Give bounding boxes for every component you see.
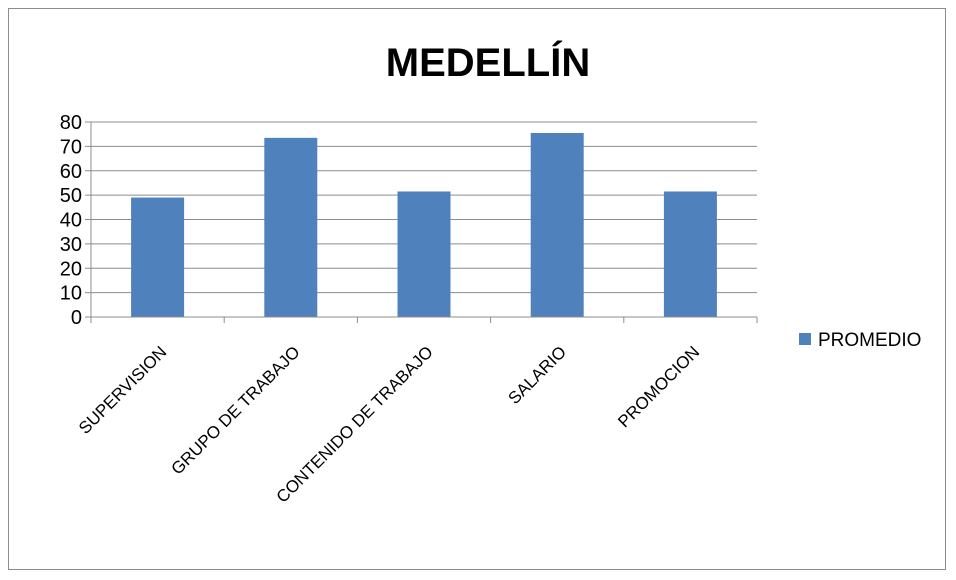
x-category-label: CONTENIDO DE TRABAJO [273,342,437,506]
legend-swatch [799,333,811,345]
legend: PROMEDIO [799,330,921,351]
bar [131,197,185,317]
y-tick-label: 70 [60,136,82,158]
bars [131,132,717,317]
y-tick-label: 50 [60,185,82,207]
y-tick-label: 60 [60,161,82,183]
x-category-label: SALARIO [504,342,570,408]
x-category-label: PROMOCION [614,342,703,431]
bar [530,132,584,317]
chart-title: MEDELLÍN [386,40,590,85]
legend-label: PROMEDIO [818,330,921,351]
x-category-label: GRUPO DE TRABAJO [168,342,304,478]
bar [264,137,318,317]
y-tick-label: 30 [60,234,82,256]
bar [397,191,451,317]
axes [90,122,758,323]
x-category-label: SUPERVISION [75,342,170,437]
y-tick-label: 0 [71,307,82,329]
bar [663,191,717,317]
y-tick-label: 20 [60,258,82,280]
y-tick-label: 40 [60,210,82,232]
y-tick-label: 10 [60,283,82,305]
y-tick-label: 80 [60,112,82,134]
